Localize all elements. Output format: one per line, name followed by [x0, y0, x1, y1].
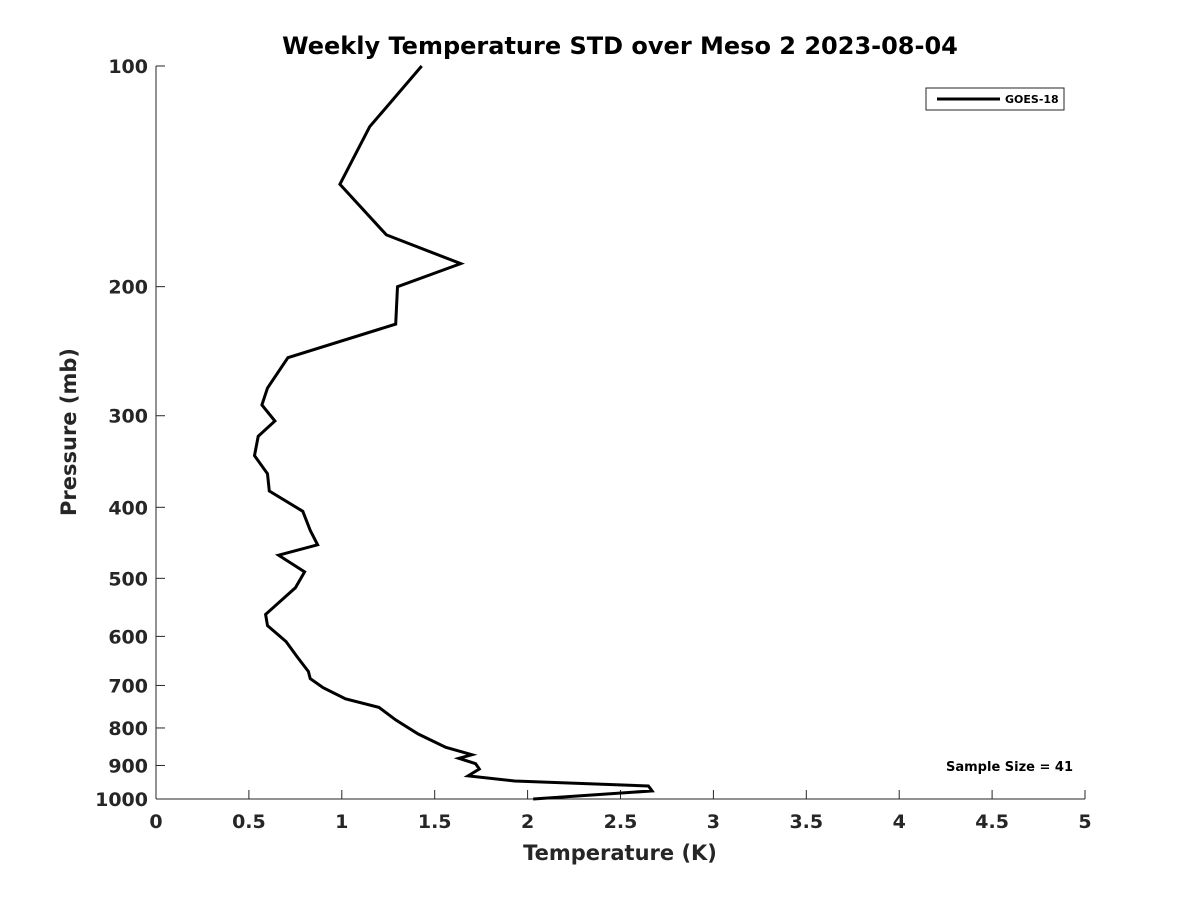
- sample-size-annotation: Sample Size = 41: [946, 760, 1073, 775]
- data-point: [257, 435, 260, 438]
- x-tick-label: 3.5: [789, 811, 823, 833]
- data-point: [478, 768, 481, 771]
- x-tick-label: 1: [335, 811, 348, 833]
- series-line-goes-18: [252, 65, 655, 801]
- y-axis-ticks: 100 200 300 400 500 600 700 800 900 1000: [95, 56, 165, 811]
- data-point: [385, 233, 388, 236]
- x-tick-label: 3: [707, 811, 720, 833]
- x-tick-label: 2: [521, 811, 534, 833]
- x-tick-label: 0: [149, 811, 162, 833]
- x-tick-label: 1.5: [418, 811, 452, 833]
- data-point: [266, 624, 269, 627]
- data-point: [277, 554, 280, 557]
- data-point: [647, 785, 650, 788]
- data-point: [273, 420, 276, 423]
- data-point: [266, 387, 269, 390]
- data-point: [651, 789, 654, 792]
- y-tick-label: 400: [108, 497, 148, 519]
- y-axis-label: Pressure (mb): [57, 348, 81, 516]
- data-point: [396, 285, 399, 288]
- y-tick-label: 900: [108, 755, 148, 777]
- x-tick-label: 0.5: [232, 811, 266, 833]
- y-tick-label: 100: [108, 56, 148, 78]
- legend: GOES-18: [925, 87, 1065, 111]
- data-point: [303, 570, 306, 573]
- data-point: [286, 356, 289, 359]
- data-point: [394, 323, 397, 326]
- data-point: [296, 655, 299, 658]
- data-point: [309, 529, 312, 532]
- legend-label: GOES-18: [1005, 93, 1059, 106]
- data-point: [420, 65, 423, 68]
- data-point: [253, 454, 256, 457]
- data-point: [316, 543, 319, 546]
- data-point: [322, 686, 325, 689]
- x-tick-label: 5: [1078, 811, 1091, 833]
- data-point: [344, 697, 347, 700]
- data-point: [268, 490, 271, 493]
- data-point: [338, 183, 341, 186]
- series-layer: [252, 65, 655, 801]
- data-point: [474, 762, 477, 765]
- x-axis-label: Temperature (K): [523, 841, 717, 865]
- data-point: [470, 753, 473, 756]
- data-point: [459, 262, 462, 265]
- x-tick-label: 4: [893, 811, 906, 833]
- data-point: [368, 125, 371, 128]
- data-point: [301, 510, 304, 513]
- data-point: [467, 774, 470, 777]
- data-point: [309, 677, 312, 680]
- y-tick-label: 200: [108, 277, 148, 299]
- y-tick-label: 500: [108, 568, 148, 590]
- y-tick-label: 600: [108, 626, 148, 648]
- data-point: [444, 746, 447, 749]
- data-point: [307, 670, 310, 673]
- data-point: [260, 403, 263, 406]
- data-point: [513, 780, 516, 783]
- data-point: [457, 757, 460, 760]
- data-point: [266, 472, 269, 475]
- x-tick-label: 2.5: [604, 811, 638, 833]
- y-tick-label: 300: [108, 406, 148, 428]
- x-tick-label: 4.5: [975, 811, 1009, 833]
- data-point: [417, 732, 420, 735]
- chart-title: Weekly Temperature STD over Meso 2 2023-…: [282, 32, 958, 60]
- data-point: [394, 718, 397, 721]
- y-tick-label: 800: [108, 718, 148, 740]
- data-point: [532, 798, 535, 801]
- data-point: [285, 640, 288, 643]
- data-point: [294, 586, 297, 589]
- x-axis-ticks: 0 0.5 1 1.5 2 2.5 3 3.5 4 4.5 5: [149, 790, 1092, 833]
- y-tick-label: 1000: [95, 789, 148, 811]
- data-point: [378, 706, 381, 709]
- y-tick-label: 700: [108, 675, 148, 697]
- data-point: [264, 613, 267, 616]
